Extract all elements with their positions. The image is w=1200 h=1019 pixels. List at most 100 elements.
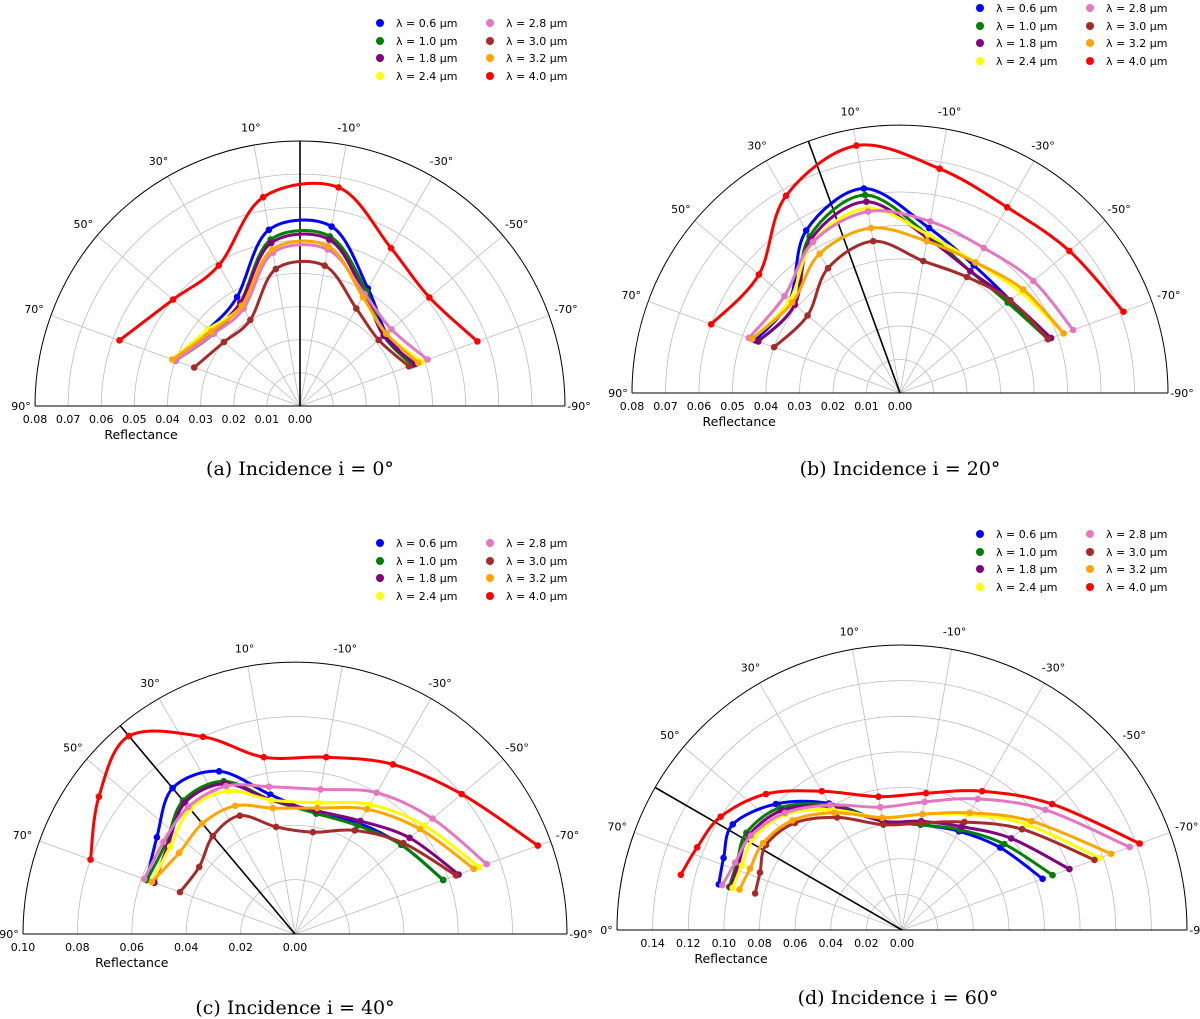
series-λ = 3.0 µm	[751, 814, 1098, 897]
grid-radial	[901, 682, 1045, 931]
radial-tick-label: 0.02	[228, 941, 253, 954]
legend-label: λ = 2.4 µm	[396, 69, 458, 83]
series-line	[710, 143, 1125, 326]
data-point	[359, 293, 367, 301]
series-λ = 3.2 µm	[736, 809, 1115, 893]
angle-tick-label: 10°	[841, 105, 861, 118]
legend-label: λ = 3.0 µm	[1106, 545, 1168, 559]
legend-entry: λ = 3.0 µm	[1086, 544, 1196, 562]
data-point	[1048, 800, 1056, 808]
radial-tick-label: 0.01	[255, 413, 280, 426]
data-point	[720, 854, 727, 862]
legend-label: λ = 4.0 µm	[1106, 54, 1168, 68]
data-point	[1007, 835, 1015, 842]
angle-tick-label: 90°	[608, 387, 628, 400]
data-point	[416, 825, 424, 833]
legend-entry: λ = 4.0 µm	[486, 588, 596, 606]
legend-marker	[976, 39, 984, 47]
grid-radial	[39, 840, 296, 935]
data-point	[967, 267, 974, 275]
data-point	[1042, 806, 1049, 814]
legend-label: λ = 4.0 µm	[506, 69, 568, 83]
data-point	[238, 302, 246, 309]
data-point	[313, 804, 321, 812]
data-point	[736, 886, 743, 893]
angle-tick-label: -10°	[334, 642, 357, 655]
legend-entry: λ = 1.8 µm	[976, 35, 1086, 53]
legend-label: λ = 1.0 µm	[996, 19, 1058, 33]
series-line	[773, 239, 1050, 349]
data-point	[1069, 326, 1077, 334]
data-point	[190, 364, 198, 371]
grid-radial	[852, 649, 903, 931]
grid-radial	[299, 235, 504, 407]
data-point	[693, 844, 701, 851]
data-point	[452, 872, 460, 879]
data-point	[961, 818, 968, 826]
angle-tick-label: 50°	[671, 203, 691, 216]
data-point	[751, 890, 759, 897]
radial-tick-label: 0.06	[120, 941, 145, 954]
grid-circle	[665, 158, 1135, 394]
data-point	[762, 790, 770, 798]
radial-tick-label: 0.07	[653, 400, 678, 413]
data-point	[169, 784, 176, 792]
angle-tick-label: 50°	[73, 218, 93, 231]
legend-col-1: λ = 0.6 µm λ = 1.0 µm λ = 1.8 µm λ = 2.4 µm	[976, 0, 1086, 70]
panel-c: λ = 0.6 µm λ = 1.0 µm λ = 1.8 µm λ = 2.4 µm…	[0, 509, 600, 1019]
data-point	[199, 820, 206, 827]
panel-d: λ = 0.6 µm λ = 1.0 µm λ = 1.8 µm λ = 2.4 µm…	[600, 509, 1200, 1018]
data-point	[788, 299, 796, 306]
data-point	[880, 821, 887, 828]
data-point	[140, 875, 148, 883]
angle-tick-label: 10°	[241, 121, 261, 134]
data-point	[357, 817, 364, 825]
data-point	[406, 834, 413, 842]
grid-radial	[901, 832, 1170, 931]
data-point	[470, 865, 478, 873]
data-point	[781, 809, 789, 817]
legend-label: λ = 1.8 µm	[996, 563, 1058, 576]
legend-marker	[976, 547, 984, 556]
legend-entry: λ = 2.8 µm	[486, 15, 596, 33]
outer-arc	[616, 644, 1188, 931]
legend-entry: λ = 4.0 µm	[1086, 579, 1196, 597]
data-point	[207, 328, 215, 335]
data-point	[1044, 335, 1052, 343]
legend-col-2: λ = 2.8 µm λ = 3.0 µm λ = 3.2 µm λ = 4.0 µm	[486, 535, 596, 605]
data-point	[1126, 843, 1133, 851]
radial-tick-label: 0.14	[640, 937, 665, 950]
data-point	[215, 262, 223, 269]
legend-marker	[1086, 530, 1094, 538]
angle-tick-label: -90°	[1170, 387, 1193, 400]
data-point	[153, 834, 161, 841]
series-line	[174, 232, 417, 366]
grid-radial	[765, 160, 901, 394]
data-point	[1136, 840, 1143, 847]
radial-tick-label: 0.00	[890, 937, 915, 950]
data-point	[199, 733, 207, 741]
legend-col-1: λ = 0.6 µm λ = 1.0 µm λ = 1.8 µm λ = 2.4 µm	[376, 15, 486, 85]
data-point	[877, 803, 884, 811]
legend-entry: λ = 2.4 µm	[976, 579, 1086, 597]
legend-marker	[486, 71, 494, 80]
grid-radial	[294, 840, 551, 935]
radial-tick-label: 0.00	[888, 400, 913, 413]
legend-label: λ = 3.0 µm	[506, 34, 568, 48]
data-point	[826, 801, 834, 809]
angle-tick-label: 10°	[235, 642, 255, 655]
legend-entry: λ = 3.2 µm	[1086, 561, 1196, 579]
legend-marker	[976, 582, 984, 591]
angle-tick-label: 50°	[660, 729, 680, 742]
grid-circle	[77, 716, 513, 935]
series-λ = 3.2 µm	[148, 802, 478, 886]
data-point	[260, 753, 268, 761]
polar-chart: 90° 70° 50° 30° 10° -10° -30° -50° -70° -90° 0.08 0…	[608, 105, 1193, 429]
series-λ = 2.8 µm	[140, 782, 491, 883]
grid-circle	[866, 359, 934, 394]
data-point	[738, 862, 746, 869]
outer-arc	[22, 661, 568, 935]
data-point	[259, 193, 267, 201]
grid-circle	[185, 824, 405, 935]
angle-tick-label: -30°	[1031, 139, 1054, 152]
